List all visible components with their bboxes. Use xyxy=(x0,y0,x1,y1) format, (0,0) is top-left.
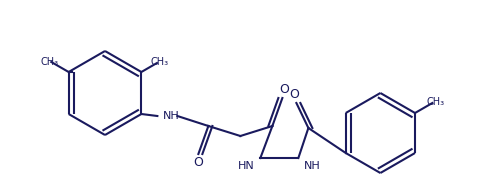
Text: O: O xyxy=(290,88,299,100)
Text: O: O xyxy=(279,83,289,95)
Text: CH₃: CH₃ xyxy=(151,57,169,67)
Text: CH₃: CH₃ xyxy=(40,57,58,67)
Text: CH₃: CH₃ xyxy=(426,97,444,107)
Text: NH: NH xyxy=(163,111,180,121)
Text: NH: NH xyxy=(304,161,321,171)
Text: HN: HN xyxy=(238,161,255,171)
Text: O: O xyxy=(193,157,203,169)
